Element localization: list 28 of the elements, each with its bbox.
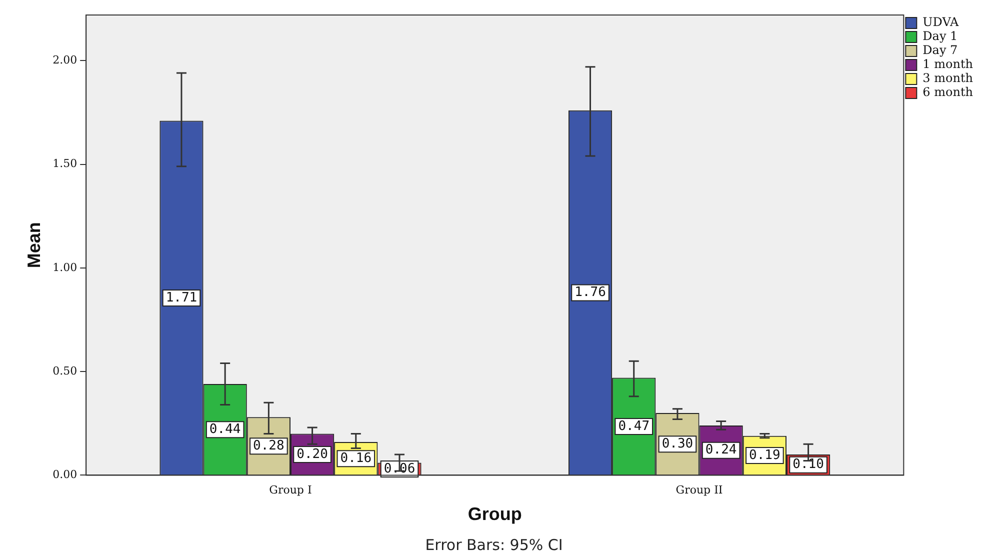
data-label: 0.44 (209, 422, 241, 437)
legend-label: Day 1 (922, 29, 958, 44)
data-label: 0.47 (618, 418, 650, 434)
y-tick-label: 1.50 (52, 157, 78, 170)
data-label: 0.06 (384, 461, 416, 476)
data-label: 0.20 (296, 446, 328, 462)
data-label: 1.71 (166, 290, 198, 306)
legend-label: 3 month (922, 71, 974, 86)
y-tick-label: 1.00 (52, 260, 78, 274)
legend-label: 1 month (922, 57, 974, 72)
y-axis-title: Mean (24, 222, 44, 268)
legend-label: Day 7 (922, 43, 958, 58)
data-label: 0.30 (662, 436, 694, 452)
y-tick-label: 0.50 (52, 364, 78, 378)
x-tick-label: Group II (676, 484, 723, 497)
legend-label: 6 month (922, 85, 974, 100)
data-label: 0.19 (749, 448, 780, 463)
data-label: 0.10 (792, 457, 824, 472)
text: Error Bars: 95% CI (424, 536, 564, 554)
data-label: 0.28 (253, 438, 284, 454)
data-label: 1.76 (574, 285, 606, 300)
x-axis-title: Group (468, 504, 522, 524)
data-label: 0.16 (340, 450, 372, 466)
y-tick-label: 2.00 (52, 53, 78, 66)
data-label: 0.24 (705, 442, 737, 458)
x-tick-label: Group I (269, 484, 312, 497)
y-tick-label: 0.00 (52, 468, 78, 482)
legend-label: UDVA (922, 15, 960, 30)
